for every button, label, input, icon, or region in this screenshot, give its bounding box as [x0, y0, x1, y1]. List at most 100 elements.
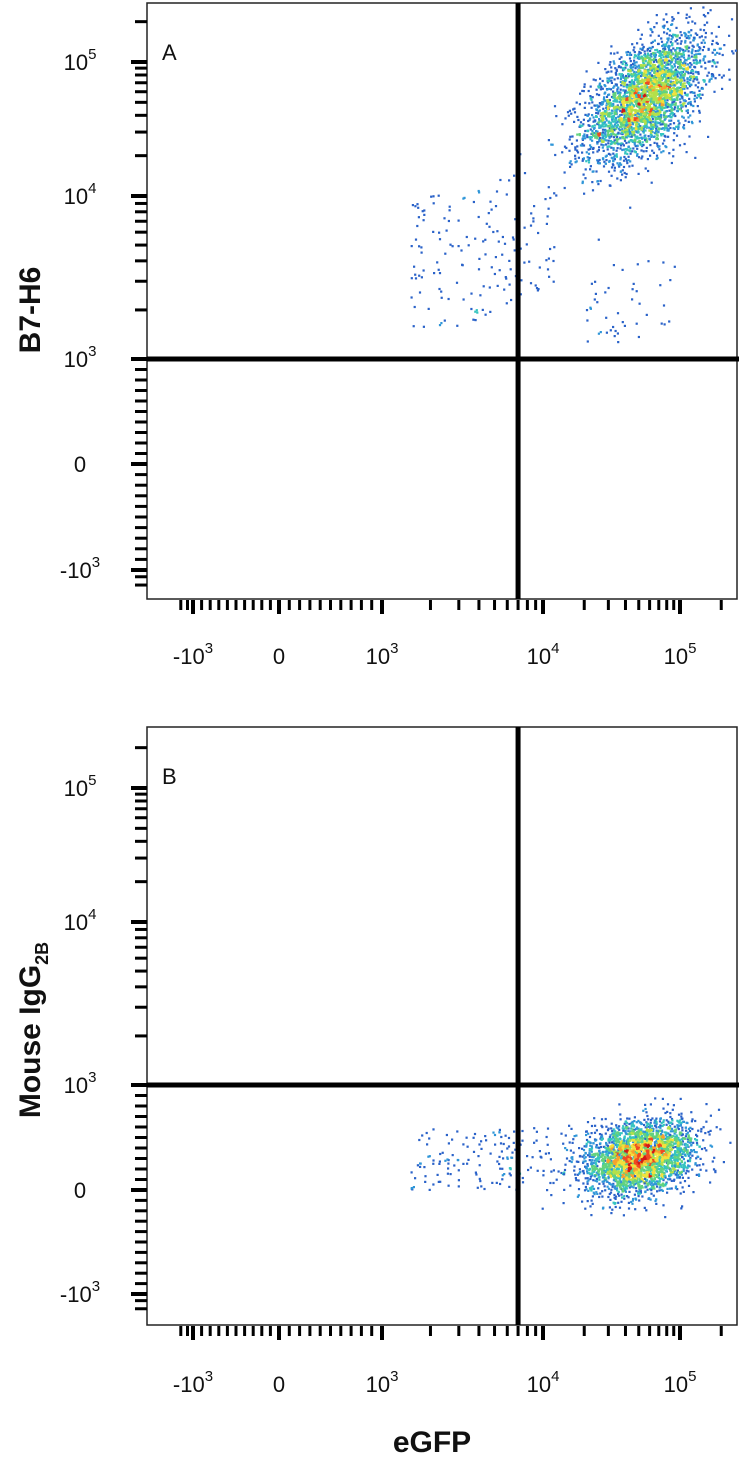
event-dot	[678, 49, 681, 52]
event-dot	[571, 135, 574, 138]
event-dot	[671, 58, 674, 61]
event-dot	[676, 106, 679, 109]
event-dot	[662, 127, 665, 130]
event-dot	[622, 95, 625, 98]
event-dot	[657, 59, 660, 62]
event-dot	[692, 75, 695, 78]
event-dot	[653, 39, 656, 42]
event-dot	[410, 277, 413, 280]
event-dot	[616, 77, 619, 80]
event-dot	[679, 31, 682, 34]
event-dot	[722, 1161, 725, 1164]
event-dot	[658, 50, 661, 53]
event-dot	[591, 139, 594, 142]
event-dot	[640, 136, 643, 139]
event-dot	[614, 1205, 617, 1209]
event-dot	[589, 138, 592, 141]
event-dot	[617, 138, 620, 141]
event-dot	[618, 72, 621, 76]
event-dot	[591, 1169, 594, 1172]
event-dot	[693, 94, 697, 97]
event-dot	[637, 80, 640, 83]
event-dot	[687, 72, 690, 75]
event-dot	[693, 97, 696, 100]
event-dot	[631, 128, 634, 131]
event-dot	[708, 78, 711, 81]
x-tick-label: 0	[273, 644, 285, 669]
event-dot	[619, 75, 623, 78]
event-dot	[611, 104, 614, 107]
event-dot	[638, 140, 641, 143]
event-dot	[665, 57, 668, 60]
event-dot	[718, 52, 721, 55]
event-dot	[607, 152, 610, 155]
event-dot	[615, 1170, 618, 1173]
event-dot	[618, 95, 621, 98]
event-dot	[651, 114, 654, 117]
event-dot	[698, 120, 701, 123]
event-dot	[625, 97, 628, 100]
event-dot	[676, 1188, 679, 1191]
event-dot	[607, 131, 610, 134]
event-dot	[627, 69, 630, 72]
event-dot	[715, 41, 718, 44]
event-dot	[716, 51, 719, 54]
event-dot	[674, 1187, 677, 1190]
event-dot	[579, 121, 583, 124]
event-dot	[510, 298, 513, 302]
event-dot	[598, 140, 601, 143]
event-dot	[627, 68, 630, 71]
event-dot	[653, 1164, 656, 1167]
event-dot	[649, 68, 652, 72]
event-dot	[621, 268, 624, 271]
event-dot	[623, 118, 626, 121]
event-dot	[668, 119, 671, 122]
event-dot	[438, 231, 441, 234]
event-dot	[655, 1121, 658, 1124]
event-dot	[665, 32, 669, 35]
event-dot	[605, 159, 608, 162]
event-dot	[660, 83, 663, 86]
event-dot	[656, 125, 659, 128]
event-dot	[621, 122, 624, 125]
event-dot	[661, 142, 665, 145]
event-dot	[678, 64, 682, 67]
event-dot	[652, 115, 655, 118]
event-dot	[659, 99, 662, 102]
event-dot	[613, 142, 616, 145]
event-dot	[701, 49, 704, 52]
event-dot	[639, 66, 642, 69]
event-dot	[574, 146, 577, 149]
event-dot	[613, 1174, 616, 1177]
event-dot	[678, 1124, 681, 1127]
event-dot	[697, 1155, 700, 1158]
event-dot	[615, 83, 618, 86]
event-dot	[622, 144, 625, 147]
event-dot	[657, 113, 660, 116]
event-dot	[628, 118, 631, 121]
event-dot	[508, 259, 511, 262]
event-dot	[649, 102, 653, 105]
event-dot	[693, 1150, 696, 1154]
event-dot	[672, 17, 675, 21]
event-dot	[649, 75, 652, 78]
event-dot	[631, 1202, 634, 1205]
event-dot	[423, 209, 426, 212]
event-dot	[709, 1114, 712, 1117]
event-dot	[627, 155, 630, 158]
event-dot	[657, 106, 660, 109]
event-dot	[614, 98, 617, 101]
event-dot	[614, 329, 617, 333]
event-dot	[670, 54, 673, 57]
event-dot	[601, 157, 605, 160]
event-dot	[638, 100, 641, 103]
event-dot	[581, 142, 584, 146]
event-dot	[694, 22, 697, 25]
event-dot	[629, 1130, 632, 1133]
event-dot	[598, 119, 601, 122]
event-dot	[680, 1115, 683, 1118]
event-dot	[673, 1153, 676, 1156]
event-dot	[623, 60, 626, 63]
event-dot	[671, 101, 674, 104]
event-dot	[640, 65, 643, 68]
